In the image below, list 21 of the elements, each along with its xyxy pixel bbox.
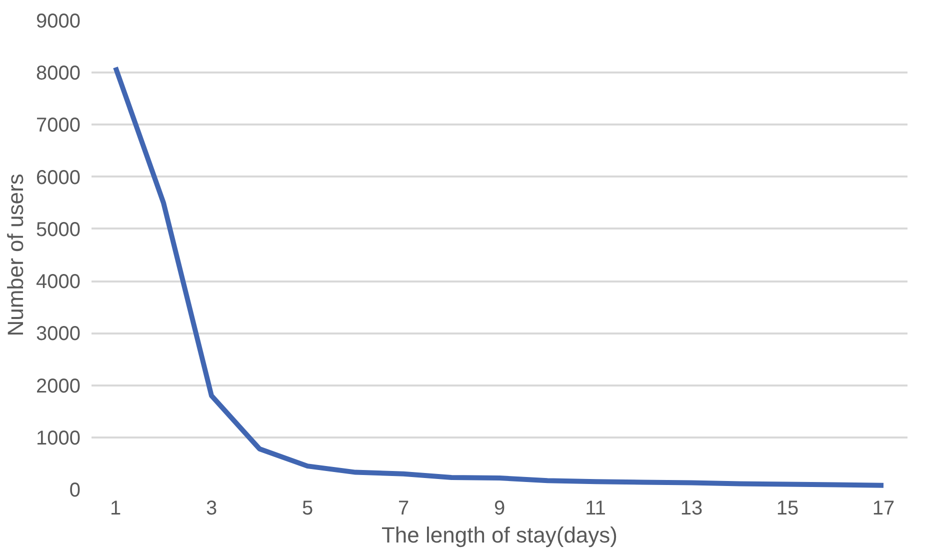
y-tick-label: 5000 bbox=[36, 218, 81, 241]
y-tick-label: 9000 bbox=[36, 10, 81, 32]
x-tick-label: 9 bbox=[494, 498, 506, 520]
x-tick-label: 15 bbox=[776, 498, 799, 520]
x-tick-label: 11 bbox=[585, 498, 606, 520]
y-tick-label: 6000 bbox=[36, 166, 81, 189]
x-tick-label: 7 bbox=[398, 498, 410, 520]
y-axis-title: Number of users bbox=[3, 174, 28, 336]
y-tick-label: 0 bbox=[69, 480, 80, 502]
x-tick-label: 5 bbox=[302, 498, 314, 520]
y-tick-label: 4000 bbox=[36, 271, 81, 294]
x-tick-label: 3 bbox=[206, 498, 218, 520]
x-tick-label: 17 bbox=[872, 498, 895, 520]
y-tick-label: 2000 bbox=[36, 375, 81, 398]
y-tick-label: 8000 bbox=[36, 62, 81, 85]
y-tick-label: 7000 bbox=[36, 114, 81, 137]
y-tick-label: 3000 bbox=[36, 323, 81, 346]
x-tick-label: 1 bbox=[110, 498, 122, 520]
y-tick-label: 1000 bbox=[36, 427, 81, 450]
x-tick-label: 13 bbox=[680, 498, 703, 520]
x-axis-title: The length of stay(days) bbox=[381, 522, 618, 548]
